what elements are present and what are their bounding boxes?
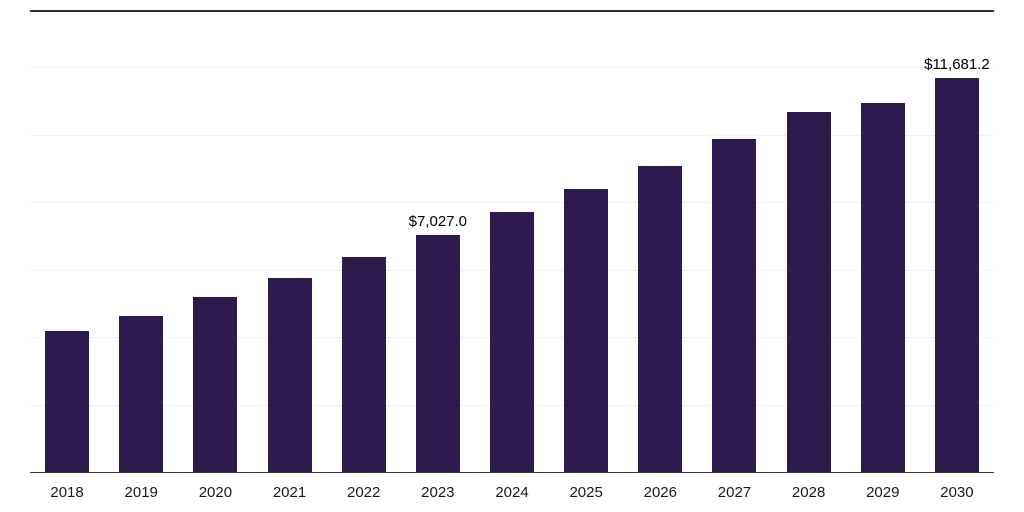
x-tick-label-2027: 2027: [717, 484, 752, 501]
x-tick-label-2026: 2026: [643, 484, 677, 501]
bar-2027: [712, 139, 757, 472]
bar-2023: [415, 235, 460, 472]
bar-2020: [193, 297, 238, 472]
bar-2030: [934, 78, 979, 472]
bar-2022: [341, 257, 386, 472]
x-tick-label-2022: 2022: [347, 484, 381, 501]
gridline-8000: [30, 202, 994, 204]
x-tick-label-2023: 2023: [421, 484, 455, 501]
bar-2021: [267, 278, 312, 472]
bar-2028: [786, 112, 831, 472]
chart-top-border: [30, 10, 994, 12]
x-tick-label-2019: 2019: [124, 484, 158, 501]
x-axis-line: [30, 472, 994, 473]
x-tick-label-2020: 2020: [198, 484, 233, 501]
bar-2029: [860, 103, 905, 472]
bar-value-label-2023: $7,027.0: [408, 213, 468, 231]
bar-2026: [638, 166, 683, 472]
bar-2024: [490, 212, 534, 472]
gridline-10000: [30, 134, 994, 136]
gridline-12000: [30, 67, 994, 69]
bar-value-label-2030: $11,681.2: [924, 56, 990, 74]
x-tick-label-2021: 2021: [272, 484, 307, 501]
x-tick-label-2028: 2028: [791, 484, 826, 501]
x-tick-label-2029: 2029: [866, 484, 900, 501]
x-tick-label-2030: 2030: [940, 484, 974, 501]
bar-2025: [564, 189, 609, 472]
x-tick-label-2024: 2024: [495, 484, 529, 501]
bar-2018: [45, 331, 90, 472]
x-tick-label-2025: 2025: [569, 484, 603, 501]
bar-2019: [119, 316, 164, 472]
x-tick-label-2018: 2018: [50, 484, 84, 501]
